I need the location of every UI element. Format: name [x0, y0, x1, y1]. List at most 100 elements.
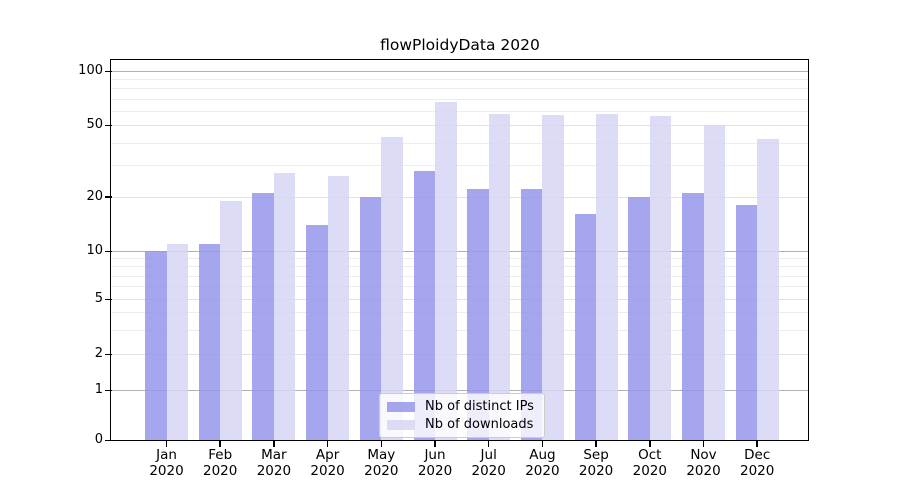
x-tick-label-year: 2020 [310, 463, 345, 479]
x-tick-mark [487, 441, 490, 447]
bar-downloads [220, 200, 242, 440]
y-tick-label: 20 [86, 188, 103, 204]
minor-gridline [112, 142, 808, 144]
minor-gridline [112, 79, 808, 81]
minor-gridline [112, 275, 808, 277]
x-tick-label-year: 2020 [525, 463, 560, 479]
x-tick-label: Jul 2020 [461, 447, 517, 479]
x-tick-label: Sep 2020 [568, 447, 624, 479]
bar-downloads [488, 113, 511, 440]
bar-distinct-ips [467, 189, 489, 440]
x-tick-label: Jun 2020 [407, 447, 463, 479]
x-tick-mark [756, 441, 758, 447]
legend-label-distinct-ips: Nb of distinct IPs [425, 399, 534, 414]
bar-distinct-ips [735, 205, 758, 440]
x-tick-label-month: Apr [315, 447, 340, 463]
x-tick-label: Mar 2020 [246, 447, 302, 479]
x-tick-label-month: Mar [261, 447, 287, 463]
chart-title: flowPloidyData 2020 [380, 36, 540, 54]
x-tick-label: Aug 2020 [514, 447, 570, 479]
x-tick-label-year: 2020 [632, 463, 667, 479]
x-tick-label-month: May [367, 447, 396, 463]
x-tick-label-month: Aug [529, 447, 556, 463]
y-tick-label: 100 [78, 63, 103, 78]
x-tick-label-year: 2020 [578, 463, 614, 479]
major-gridline [112, 354, 808, 355]
y-tick-mark [105, 70, 112, 72]
x-tick-label-month: Nov [690, 447, 717, 463]
x-tick-label-month: Jul [480, 447, 497, 463]
minor-gridline [112, 266, 808, 268]
y-tick-mark [105, 298, 112, 300]
minor-gridline [112, 258, 808, 260]
bar-distinct-ips [306, 224, 328, 440]
legend-swatch-downloads [387, 419, 415, 430]
x-tick-mark [380, 441, 383, 447]
major-gridline [112, 390, 808, 391]
x-tick-label-month: Oct [638, 447, 662, 463]
bar-downloads [703, 125, 725, 440]
legend: Nb of distinct IPs Nb of downloads [379, 393, 545, 438]
bar-downloads [596, 113, 618, 440]
bar-distinct-ips [252, 193, 274, 440]
minor-gridline [112, 329, 808, 331]
legend-label-downloads: Nb of downloads [425, 417, 534, 432]
bar-distinct-ips [198, 243, 221, 440]
bar-downloads [327, 176, 350, 440]
bar-downloads [381, 136, 403, 440]
y-tick-label: 50 [86, 117, 103, 133]
minor-gridline [112, 312, 808, 314]
x-tick-mark [326, 441, 329, 447]
x-tick-label-year: 2020 [203, 463, 238, 479]
major-gridline [112, 125, 808, 127]
x-tick-label: Dec 2020 [729, 447, 785, 479]
y-tick-mark [105, 196, 112, 198]
bar-downloads [435, 102, 457, 440]
x-tick-label-year: 2020 [364, 463, 399, 479]
legend-row: Nb of distinct IPs [387, 399, 534, 414]
bar-downloads [542, 114, 564, 440]
major-gridline [112, 299, 808, 300]
x-tick-label-month: Dec [744, 447, 771, 463]
x-tick-mark [219, 441, 221, 447]
minor-gridline [112, 286, 808, 288]
x-tick-label-month: Jan [156, 447, 177, 463]
x-tick-mark [165, 441, 168, 447]
bar-distinct-ips [359, 196, 382, 440]
x-tick-label: Feb 2020 [192, 447, 248, 479]
minor-gridline [112, 98, 808, 100]
y-tick-label: 0 [94, 432, 103, 447]
x-tick-label-year: 2020 [471, 463, 506, 479]
legend-row: Nb of downloads [387, 417, 534, 432]
bar-distinct-ips [574, 214, 597, 440]
y-tick-label: 1 [94, 382, 103, 397]
major-gridline [112, 196, 808, 198]
x-tick-label: Apr 2020 [300, 447, 356, 479]
x-tick-label-year: 2020 [256, 463, 292, 479]
x-tick-mark [434, 441, 436, 447]
x-tick-label: Nov 2020 [676, 447, 732, 479]
x-tick-mark [702, 441, 705, 447]
bar-downloads [649, 116, 672, 440]
minor-gridline [112, 165, 808, 167]
y-tick-mark [105, 250, 112, 252]
x-tick-mark [595, 441, 597, 447]
x-tick-label: Oct 2020 [622, 447, 678, 479]
minor-gridline [112, 88, 808, 90]
x-tick-mark [273, 441, 275, 447]
bar-downloads [757, 138, 779, 440]
major-gridline [112, 71, 808, 72]
minor-gridline [112, 110, 808, 112]
bar-downloads [273, 173, 296, 440]
y-tick-mark [105, 353, 112, 355]
y-tick-mark [105, 439, 112, 441]
bar-distinct-ips [628, 196, 650, 440]
x-tick-label-month: Feb [208, 447, 233, 463]
x-tick-label-year: 2020 [417, 463, 453, 479]
legend-swatch-distinct-ips [387, 401, 415, 412]
bar-downloads [166, 243, 188, 440]
bar-distinct-ips [682, 193, 704, 440]
x-tick-label: May 2020 [353, 447, 409, 479]
y-tick-mark [105, 124, 112, 127]
bar-distinct-ips [413, 170, 435, 440]
